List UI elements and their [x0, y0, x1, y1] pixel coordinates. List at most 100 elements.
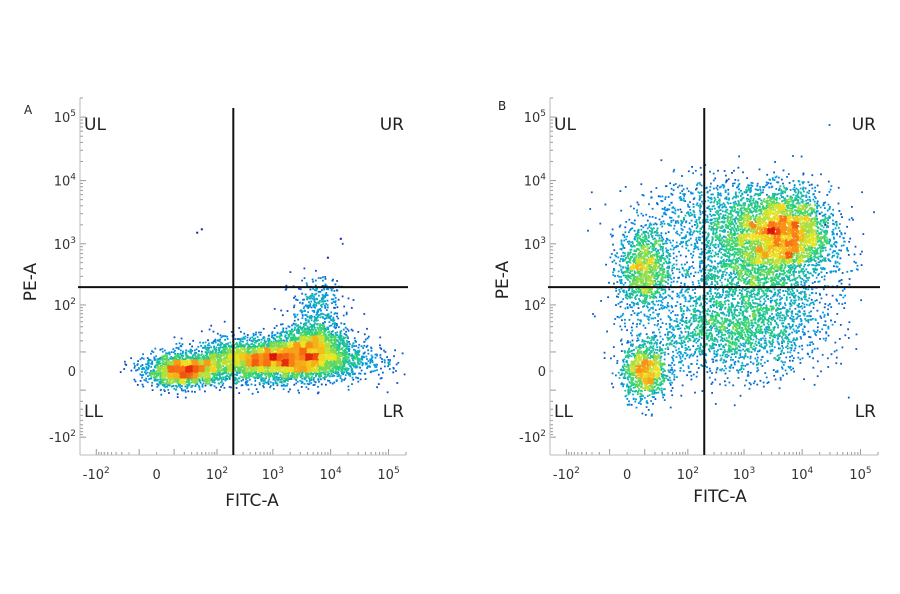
event-dot [321, 312, 324, 315]
event-dot [258, 331, 260, 334]
event-dot [204, 390, 206, 393]
event-dot [154, 379, 157, 382]
event-dot [335, 359, 338, 362]
event-dot [200, 359, 203, 362]
event-dot [206, 353, 208, 355]
event-dot [173, 336, 176, 339]
event-dot [334, 327, 337, 330]
event-dot [200, 344, 202, 347]
event-dot [251, 340, 254, 343]
event-dot [328, 325, 331, 327]
event-dot [224, 361, 227, 364]
event-dot [190, 385, 193, 388]
event-dot [352, 359, 355, 362]
event-dot [311, 332, 314, 335]
event-dot [309, 288, 312, 291]
event-dot [379, 354, 382, 356]
event-dot [238, 345, 241, 348]
event-dot [331, 356, 334, 359]
event-dot [154, 365, 156, 368]
event-dot [207, 344, 209, 346]
event-dot [157, 384, 160, 387]
event-dot [261, 366, 264, 369]
event-dot [305, 295, 308, 298]
event-dot [353, 348, 355, 351]
event-dot [351, 357, 353, 359]
event-dot [284, 380, 287, 383]
event-dot [334, 301, 336, 304]
event-dot [319, 362, 322, 365]
event-dot [311, 309, 314, 312]
event-dot [341, 339, 344, 342]
event-dot [239, 339, 242, 341]
event-dot [319, 374, 322, 377]
event-dot [325, 355, 328, 358]
event-dot [162, 365, 165, 368]
event-dot [222, 349, 225, 351]
event-dot [283, 384, 286, 387]
event-dot [202, 341, 204, 344]
event-dot [208, 369, 211, 372]
event-dot [225, 365, 228, 367]
event-dot [215, 376, 218, 379]
event-dot [338, 347, 341, 350]
event-dot [293, 333, 295, 336]
event-dot [388, 363, 390, 366]
event-dot [314, 381, 317, 384]
event-dot [355, 345, 358, 347]
event-dot [342, 328, 345, 331]
event-dot [347, 373, 350, 376]
event-dot [223, 371, 226, 374]
event-dot [346, 356, 349, 358]
event-dot [169, 381, 171, 384]
event-dot [205, 369, 208, 371]
event-dot [186, 361, 188, 364]
event-dot [255, 345, 258, 348]
event-dot [227, 345, 230, 348]
event-dot [317, 277, 320, 279]
event-dot [334, 323, 336, 325]
event-dot [315, 368, 318, 370]
event-dot [349, 375, 352, 377]
event-dot [307, 330, 309, 332]
event-dot [171, 381, 174, 384]
event-dot [276, 336, 278, 338]
event-dot [332, 371, 334, 374]
event-dot [340, 367, 342, 370]
event-dot [347, 345, 350, 348]
event-dot [257, 370, 260, 373]
event-dot [322, 339, 325, 342]
event-dot [321, 369, 324, 371]
event-dot [176, 396, 179, 398]
event-dot [235, 377, 238, 380]
event-dot [268, 334, 270, 337]
event-dot [331, 367, 334, 370]
event-dot [239, 370, 242, 373]
event-dot [299, 379, 302, 382]
event-dot [208, 365, 211, 367]
event-dot [311, 294, 314, 297]
event-dot [320, 338, 322, 341]
event-dot [296, 372, 298, 374]
event-dot [167, 389, 170, 391]
event-dot [333, 338, 336, 340]
event-dot [151, 361, 154, 364]
event-dot [195, 348, 198, 351]
event-dot [187, 378, 189, 381]
event-dot [159, 362, 162, 365]
event-dot [347, 297, 350, 300]
event-dot [311, 326, 314, 328]
event-dot [332, 316, 335, 319]
event-dot [251, 392, 254, 395]
event-dot [221, 373, 223, 376]
event-dot [347, 337, 349, 340]
event-dot [236, 338, 239, 340]
event-dot [321, 289, 323, 291]
event-dot [136, 369, 139, 371]
event-dot [263, 341, 265, 344]
event-dot [160, 377, 162, 380]
event-dot [370, 347, 373, 350]
event-dot [156, 378, 158, 381]
event-dot [234, 338, 237, 340]
event-dot [318, 301, 321, 304]
